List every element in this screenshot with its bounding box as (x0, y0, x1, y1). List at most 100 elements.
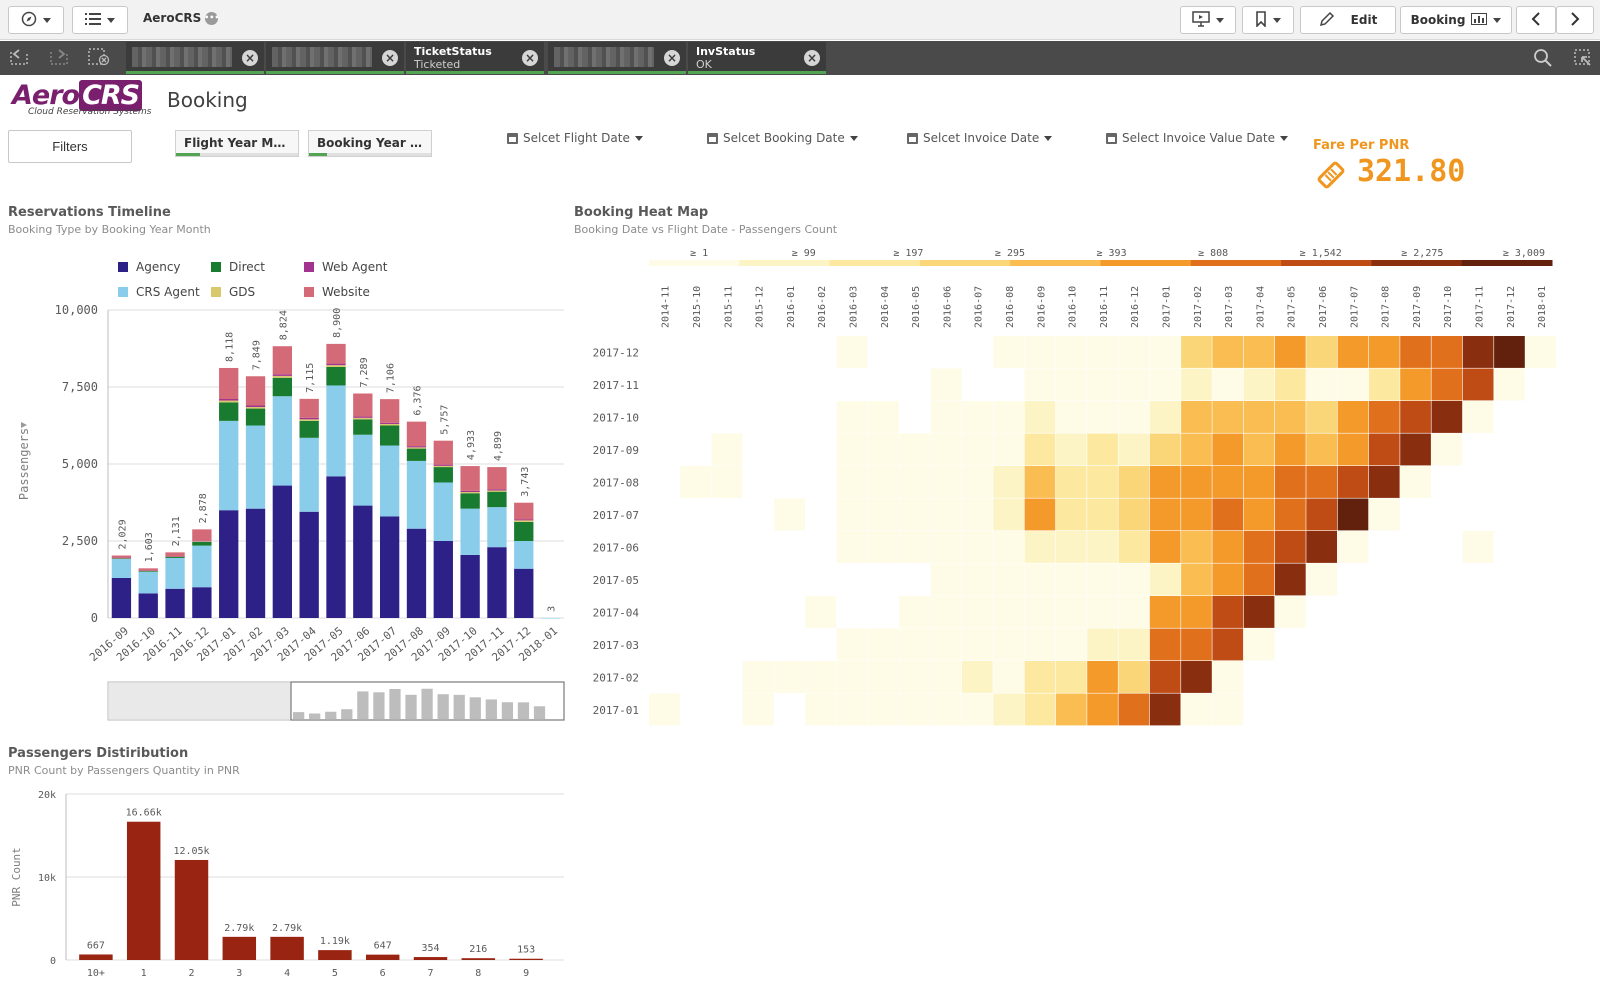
heatmap-cell[interactable] (680, 466, 711, 498)
heatmap-cell[interactable] (899, 498, 931, 531)
bar-segment[interactable] (433, 440, 453, 465)
bar-segment[interactable] (433, 465, 453, 468)
heatmap-cell[interactable] (1212, 368, 1244, 401)
heatmap-cell[interactable] (1212, 596, 1244, 628)
bar-segment[interactable] (353, 393, 373, 417)
heatmap-cell[interactable] (1087, 368, 1118, 401)
heatmap-cell[interactable] (962, 563, 993, 596)
bar-segment[interactable] (326, 343, 346, 364)
bar-segment[interactable] (219, 400, 239, 403)
heatmap-cell[interactable] (930, 563, 962, 596)
bar-segment[interactable] (379, 516, 400, 618)
heatmap-cell[interactable] (1337, 368, 1369, 401)
heatmap-cell[interactable] (1243, 401, 1275, 433)
heatmap-cell[interactable] (836, 401, 868, 433)
bar-segment[interactable] (299, 511, 319, 618)
heatmap-cell[interactable] (1149, 498, 1181, 531)
heatmap-cell[interactable] (1087, 563, 1118, 596)
bar-segment[interactable] (272, 374, 293, 376)
bar-segment[interactable] (460, 554, 480, 618)
heatmap-cell[interactable] (836, 531, 868, 563)
heatmap-cell[interactable] (962, 693, 993, 726)
bar-segment[interactable] (192, 529, 212, 541)
heatmap-cell[interactable] (805, 661, 837, 693)
heatmap-cell[interactable] (1400, 466, 1431, 498)
heatmap-cell[interactable] (1055, 596, 1087, 628)
heatmap-cell[interactable] (1212, 466, 1244, 498)
heatmap-cell[interactable] (1275, 368, 1306, 401)
heatmap-cell[interactable] (993, 661, 1024, 693)
heatmap-cell[interactable] (1181, 401, 1212, 433)
bar-segment[interactable] (138, 593, 158, 618)
bar-segment[interactable] (406, 421, 427, 447)
heatmap-cell[interactable] (993, 531, 1024, 563)
filters-button[interactable]: Filters (8, 130, 132, 163)
heatmap-cell[interactable] (1400, 401, 1431, 433)
bar-segment[interactable] (165, 556, 185, 557)
passengers-distribution-chart[interactable]: 0 10k 20k PNR Count 667 10+ 16.66k 1 12.05k 2 2.79… (0, 782, 570, 988)
heatmap-cell[interactable] (868, 433, 899, 466)
heatmap-cell[interactable] (1087, 628, 1118, 661)
heatmap-cell[interactable] (1118, 466, 1150, 498)
heatmap-cell[interactable] (1055, 563, 1087, 596)
heatmap-cell[interactable] (1118, 336, 1150, 368)
bar-segment[interactable] (219, 367, 239, 400)
heatmap-cell[interactable] (1181, 368, 1212, 401)
bar-segment[interactable] (514, 541, 534, 569)
step-forward-icon[interactable] (48, 48, 70, 68)
close-icon[interactable]: × (382, 50, 398, 66)
heatmap-cell[interactable] (1306, 498, 1337, 531)
heatmap-cell[interactable] (899, 661, 931, 693)
heatmap-cell[interactable] (930, 433, 962, 466)
bar-segment[interactable] (540, 617, 561, 619)
heatmap-cell[interactable] (1181, 693, 1212, 726)
heatmap-cell[interactable] (1087, 466, 1118, 498)
bar-segment[interactable] (138, 570, 158, 572)
heatmap-cell[interactable] (1337, 531, 1369, 563)
bar-segment[interactable] (326, 363, 346, 366)
heatmap-cell[interactable] (1306, 433, 1337, 466)
heatmap-cell[interactable] (1212, 628, 1244, 661)
heatmap-cell[interactable] (1087, 336, 1118, 368)
bar-segment[interactable] (353, 505, 373, 618)
heatmap-cell[interactable] (1243, 628, 1275, 661)
heatmap-cell[interactable] (1181, 661, 1212, 693)
bar[interactable] (222, 936, 257, 960)
heatmap-cell[interactable] (1400, 368, 1431, 401)
heatmap-cell[interactable] (1275, 563, 1306, 596)
bar-segment[interactable] (245, 376, 266, 406)
bar-segment[interactable] (299, 417, 319, 420)
heatmap-cell[interactable] (1149, 433, 1181, 466)
booking-heatmap-chart[interactable]: ≥ 1 ≥ 99 ≥ 197 ≥ 295 ≥ 393 ≥ 808 ≥ 1,542 ≥ 2,27… (574, 240, 1574, 730)
heatmap-cell[interactable] (868, 466, 899, 498)
heatmap-cell[interactable] (930, 466, 962, 498)
bar-segment[interactable] (353, 416, 373, 418)
heatmap-cell[interactable] (1275, 336, 1306, 368)
bar-segment[interactable] (514, 502, 534, 520)
heatmap-cell[interactable] (1337, 466, 1369, 498)
bar-segment[interactable] (433, 464, 453, 466)
heatmap-cell[interactable] (1306, 368, 1337, 401)
bar-segment[interactable] (192, 541, 212, 546)
legend-item-web-agent[interactable]: Web Agent (304, 260, 388, 274)
heatmap-cell[interactable] (1181, 563, 1212, 596)
bar-segment[interactable] (406, 528, 427, 618)
listbox-booking-year-month[interactable]: Booking Year Mo... (308, 130, 432, 157)
heatmap-cell[interactable] (1118, 401, 1150, 433)
heatmap-cell[interactable] (1275, 401, 1306, 433)
bar-segment[interactable] (138, 570, 158, 571)
bar-segment[interactable] (433, 467, 453, 483)
heatmap-cell[interactable] (1024, 401, 1056, 433)
heatmap-cell[interactable] (1368, 368, 1400, 401)
scroll-track-hidden[interactable] (109, 683, 291, 719)
heatmap-cell[interactable] (1368, 498, 1400, 531)
bar-segment[interactable] (138, 571, 158, 594)
close-icon[interactable]: × (522, 50, 538, 66)
heatmap-cell[interactable] (1149, 466, 1181, 498)
heatmap-cell[interactable] (1275, 596, 1306, 628)
bar-segment[interactable] (299, 437, 319, 512)
selections-tool-icon[interactable] (1572, 48, 1594, 68)
bar-segment[interactable] (326, 385, 346, 477)
heatmap-cell[interactable] (962, 433, 993, 466)
heatmap-cell[interactable] (930, 661, 962, 693)
